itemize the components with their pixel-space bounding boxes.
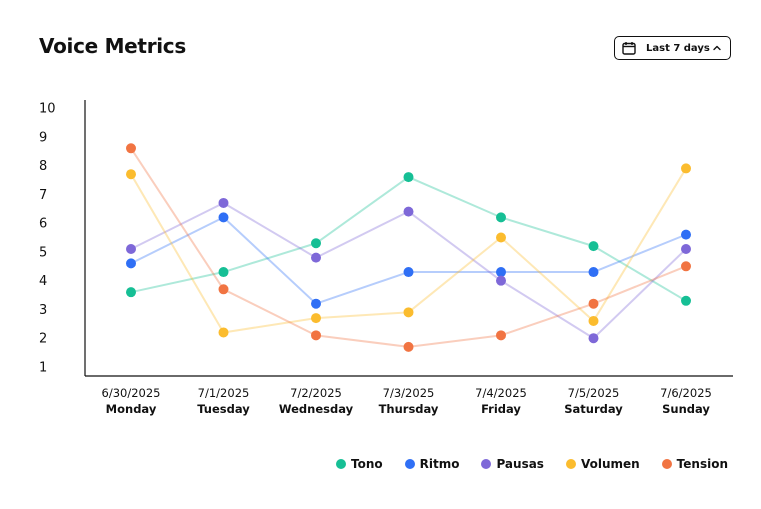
data-point-volumen [311, 313, 321, 324]
x-tick-date: 7/1/2025 [198, 386, 250, 400]
data-point-pausas [311, 252, 321, 263]
data-point-pausas [588, 333, 599, 344]
data-point-pausas [126, 244, 136, 255]
data-point-ritmo [126, 258, 136, 269]
y-tick-label: 10 [39, 102, 56, 117]
x-tick-day: Tuesday [197, 402, 250, 416]
data-point-tension [496, 330, 506, 341]
data-point-tension [588, 298, 599, 309]
data-point-pausas [496, 275, 506, 286]
date-range-label: Last 7 days [646, 42, 710, 54]
data-point-ritmo [496, 267, 506, 278]
y-tick-label: 7 [39, 188, 47, 203]
data-point-pausas [403, 206, 414, 217]
legend-label: Pausas [496, 457, 544, 471]
y-tick-label: 8 [39, 159, 47, 174]
x-tick-date: 7/2/2025 [290, 386, 342, 400]
legend-marker [335, 459, 346, 469]
y-tick-label: 3 [39, 303, 47, 318]
x-tick-day: Friday [481, 402, 521, 416]
data-point-volumen [403, 307, 414, 318]
line-chart: 1 2 3 4 5 6 7 8 9 10 6/30/2025 Monday 7/1/2025 Tuesda… [39, 100, 733, 416]
calendar-icon [622, 41, 636, 55]
data-point-ritmo [403, 267, 414, 278]
data-point-tension [126, 143, 136, 154]
data-point-ritmo [218, 212, 229, 223]
data-point-tono [681, 295, 691, 306]
legend-item-tension: Tension [661, 457, 728, 471]
data-point-pausas [681, 244, 691, 255]
x-tick-day: Monday [106, 402, 157, 416]
legend-marker [565, 459, 576, 469]
data-point-volumen [496, 232, 506, 243]
data-point-tono [403, 172, 414, 183]
data-point-tension [681, 261, 691, 272]
series-line-ritmo [130, 216, 687, 305]
legend-marker [661, 459, 672, 469]
y-tick-label: 2 [39, 332, 47, 347]
x-tick-day: Wednesday [279, 402, 354, 416]
data-point-volumen [126, 169, 136, 180]
data-point-tension [218, 284, 229, 295]
data-point-tono [126, 287, 136, 298]
x-tick-day: Thursday [379, 402, 439, 416]
x-tick-date: 6/30/2025 [102, 386, 161, 400]
x-tick-date: 7/5/2025 [568, 386, 620, 400]
legend-marker [481, 459, 492, 469]
x-tick-date: 7/6/2025 [660, 386, 712, 400]
y-tick-label: 5 [39, 245, 47, 260]
legend-label: Tono [350, 457, 383, 471]
x-tick-day: Sunday [662, 402, 710, 416]
data-point-tension [311, 330, 321, 341]
date-range-dropdown[interactable]: Last 7 days [614, 36, 731, 60]
legend-item-tono: Tono [335, 457, 383, 471]
data-point-volumen [681, 163, 691, 174]
series-line-tono [130, 176, 687, 302]
y-tick-label: 1 [39, 361, 47, 376]
data-point-tono [496, 212, 506, 223]
legend-label: Ritmo [419, 457, 460, 471]
legend-label: Volumen [580, 457, 640, 471]
legend-item-pausas: Pausas [481, 457, 544, 471]
y-tick-label: 4 [39, 274, 47, 289]
chevron-up-icon [712, 43, 722, 53]
data-point-volumen [588, 315, 599, 326]
chart-legend: Tono Ritmo Pausas Volumen Tension [335, 457, 728, 471]
y-tick-label: 6 [39, 217, 47, 232]
x-tick-date: 7/3/2025 [383, 386, 435, 400]
x-tick-date: 7/4/2025 [475, 386, 527, 400]
data-point-ritmo [588, 267, 599, 278]
data-point-ritmo [681, 229, 691, 240]
legend-item-ritmo: Ritmo [404, 457, 460, 471]
page-title: Voice Metrics [39, 34, 186, 58]
data-point-tono [218, 267, 229, 278]
legend-item-volumen: Volumen [565, 457, 640, 471]
y-tick-label: 9 [39, 130, 47, 145]
legend-marker [404, 459, 415, 469]
data-point-volumen [218, 327, 229, 338]
legend-label: Tension [676, 457, 728, 471]
data-point-tension [403, 341, 414, 352]
data-point-tono [588, 241, 599, 252]
data-point-pausas [218, 197, 229, 208]
data-point-ritmo [311, 298, 321, 309]
data-point-tono [311, 238, 321, 249]
x-tick-day: Saturday [564, 402, 623, 416]
